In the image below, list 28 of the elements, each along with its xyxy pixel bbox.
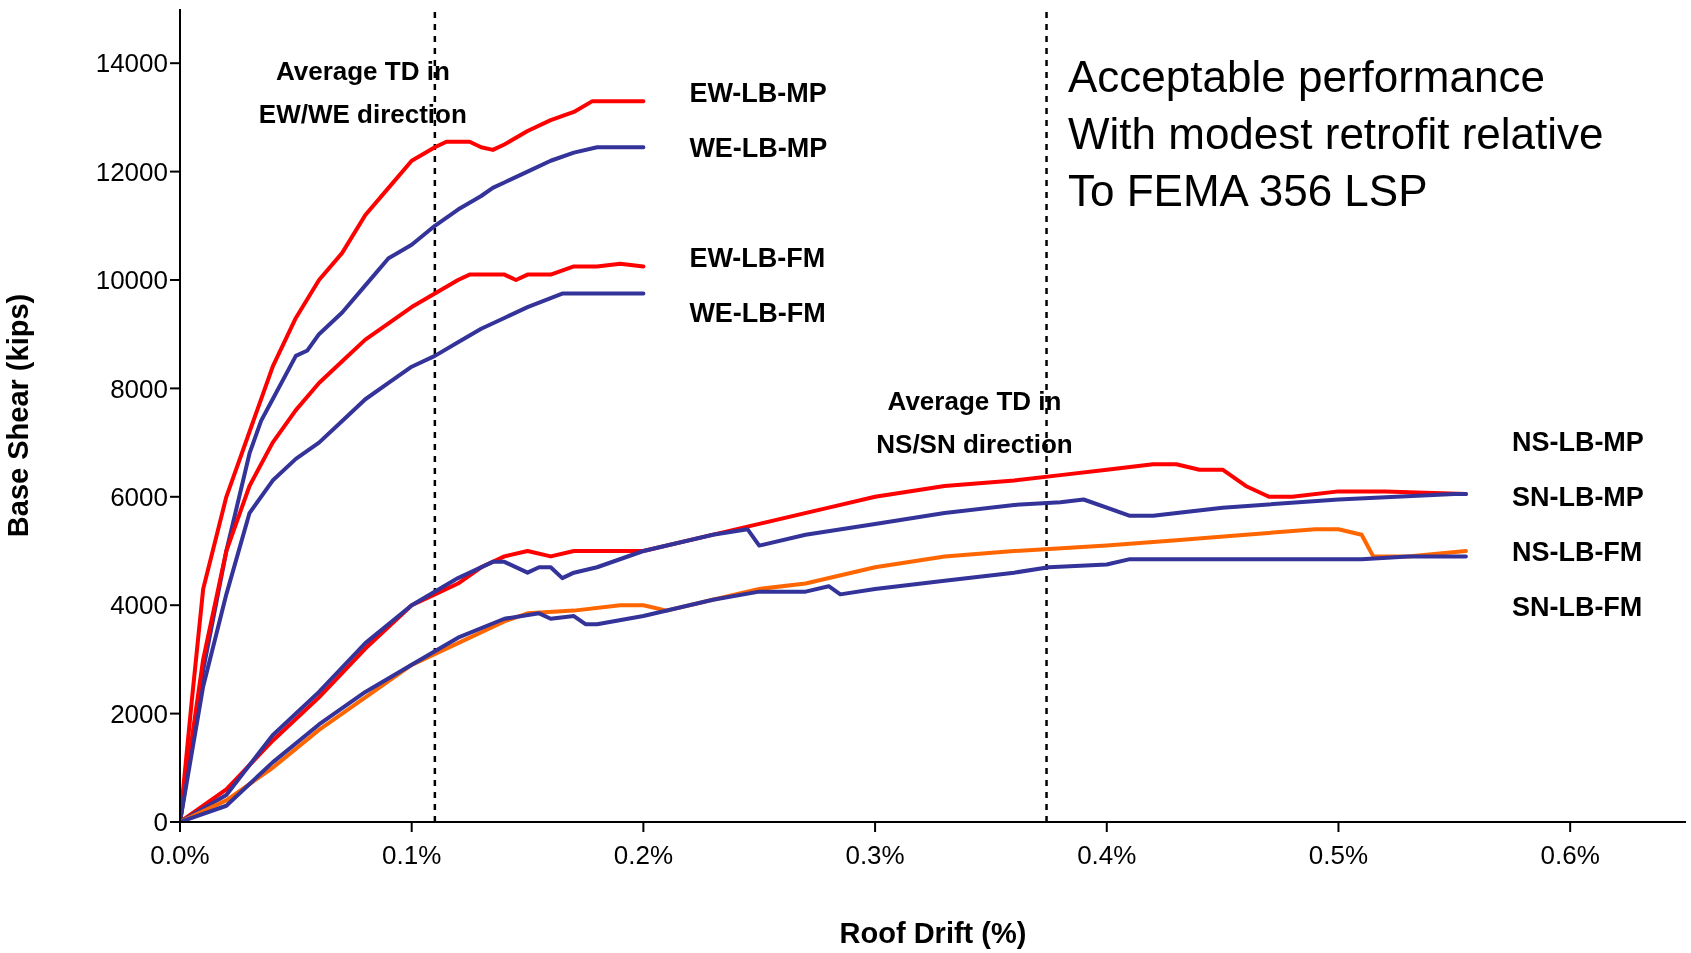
x-tick-label: 0.5% [1308,840,1369,871]
x-tick-label: 0.3% [845,840,905,871]
x-tick-label: 0.4% [1077,840,1137,871]
text: SN-LB-FM [1511,592,1643,623]
y-tick-label: 6000 [110,482,168,513]
x-tick-label: 0.1% [382,840,442,871]
y-tick-label: 12000 [95,156,168,187]
series-label: NS-LB-FM [1511,537,1643,568]
series-label: EW-LB-FM [689,243,826,274]
series-label: SN-LB-MP [1511,482,1644,513]
y-tick-label: 14000 [95,48,168,79]
annotation: Acceptable performance With modest retrofit relative To FEMA 356 LSP [1068,52,1604,215]
ref-line-label: Average TD in EW/WE direction [258,56,467,130]
y-tick-label: 2000 [110,698,168,729]
ref-line-label: Average TD in NS/SN direction [876,385,1073,459]
y-tick-label: 8000 [110,373,168,404]
y-tick-label: 4000 [110,590,168,621]
x-tick-label: 0.0% [150,840,210,871]
series-label: WE-LB-FM [689,298,826,329]
series-label: EW-LB-MP [689,77,827,108]
text: NS-LB-MP [1511,427,1644,458]
y-tick-label: 10000 [95,265,168,296]
series-label: WE-LB-MP [689,132,828,163]
x-axis-title: Roof Drift (%) [839,917,1027,949]
x-tick-label: 0.2% [613,840,674,871]
y-axis-title: Base Shear (kips) [2,293,35,538]
y-tick-label: 0 [153,807,168,838]
x-tick-label: 0.6% [1540,840,1600,871]
